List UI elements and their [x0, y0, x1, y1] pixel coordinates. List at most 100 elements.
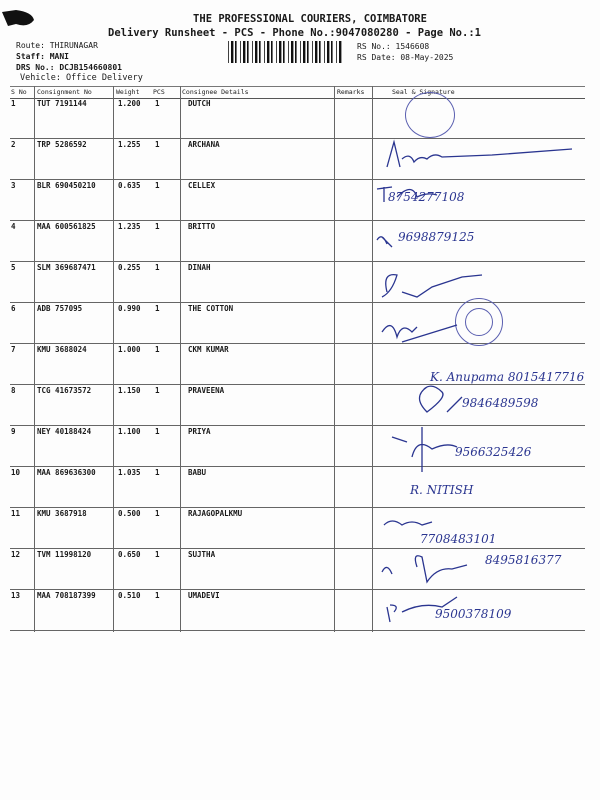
signature-row-5 — [381, 273, 483, 298]
col-consignee: Consignee Details — [182, 88, 249, 96]
column-divider — [372, 86, 373, 632]
column-divider — [334, 86, 335, 632]
weight-cell: 0.990 — [118, 304, 141, 313]
company-logo — [2, 10, 34, 26]
table-row: 7 KMU 3688024 1.000 1 CKM KUMAR — [10, 343, 585, 385]
barcode-bar — [243, 41, 246, 63]
barcode-bar — [312, 41, 313, 63]
barcode-bar — [267, 41, 270, 63]
consignment-cell: SLM 369687471 — [37, 263, 96, 272]
barcode-bar — [324, 41, 325, 63]
consignee-cell: BABU — [188, 468, 207, 477]
weight-cell: 0.635 — [118, 181, 141, 190]
document-title: THE PROFESSIONAL COURIERS, COIMBATORE — [193, 13, 427, 25]
barcode-bar — [235, 41, 237, 63]
barcode-bar — [231, 41, 234, 63]
handwritten-note: K. Anupama 8015417716 — [430, 370, 585, 384]
weight-cell: 0.510 — [118, 591, 141, 600]
staff: Staff: MANI — [16, 52, 69, 61]
col-weight: Weight — [116, 88, 140, 96]
barcode-bar — [336, 41, 337, 63]
barcode-bar — [327, 41, 330, 63]
signature-row-9 — [391, 427, 458, 472]
consignee-cell: DUTCH — [188, 99, 211, 108]
weight-cell: 1.235 — [118, 222, 141, 231]
handwritten-note: 9566325426 — [455, 445, 532, 459]
barcode-bar — [247, 41, 249, 63]
barcode-bar — [252, 41, 253, 63]
table-row: 9 NEY 40188424 1.100 1 PRIYA — [10, 425, 585, 467]
table-row: 1 TUT 7191144 1.200 1 DUTCH — [10, 97, 585, 139]
pcs-cell: 1 — [155, 99, 160, 108]
sno-cell: 8 — [11, 386, 16, 395]
signatures — [376, 139, 573, 623]
pcs-cell: 1 — [155, 222, 160, 231]
barcode-bar — [259, 41, 261, 63]
consignee-cell: THE COTTON — [188, 304, 234, 313]
pcs-cell: 1 — [155, 304, 160, 313]
consignee-cell: DINAH — [188, 263, 211, 272]
vehicle: Vehicle: Office Delivery — [20, 73, 143, 83]
barcode-bar — [264, 41, 265, 63]
barcode-bar — [300, 41, 301, 63]
sno-cell: 10 — [11, 468, 21, 477]
signature-row-4 — [376, 236, 393, 248]
signature-row-2 — [386, 139, 573, 168]
sno-cell: 11 — [11, 509, 21, 518]
consignee-cell: RAJAGOPALKMU — [188, 509, 243, 518]
pcs-cell: 1 — [155, 386, 160, 395]
column-divider — [113, 86, 114, 632]
consignee-cell: BRITTO — [188, 222, 216, 231]
sno-cell: 5 — [11, 263, 16, 272]
table-row: 5 SLM 369687471 0.255 1 DINAH — [10, 261, 585, 303]
handwritten-note: 9698879125 — [398, 230, 475, 244]
pcs-cell: 1 — [155, 427, 160, 436]
barcode-bar — [255, 41, 258, 63]
consignee-cell: CELLEX — [188, 181, 216, 190]
handwritten-note: 9846489598 — [462, 396, 539, 410]
consignment-cell: MAA 708187399 — [37, 591, 96, 600]
barcode-bar — [279, 41, 282, 63]
barcode-bar — [271, 41, 273, 63]
barcode-bar — [283, 41, 285, 63]
sno-cell: 4 — [11, 222, 16, 231]
barcode-bar — [276, 41, 277, 63]
barcode-bar — [339, 41, 342, 63]
barcode-bar — [331, 41, 333, 63]
consignee-cell: CKM KUMAR — [188, 345, 229, 354]
signature-row-13 — [386, 596, 458, 623]
weight-cell: 1.255 — [118, 140, 141, 149]
col-pcs: PCS — [153, 88, 165, 96]
consignment-cell: MAA 600561825 — [37, 222, 96, 231]
consignment-cell: TRP 5286592 — [37, 140, 87, 149]
table-row: 11 KMU 3687918 0.500 1 RAJAGOPALKMU — [10, 507, 585, 549]
seal-stamp — [405, 92, 455, 138]
sno-cell: 7 — [11, 345, 16, 354]
pcs-cell: 1 — [155, 345, 160, 354]
table-row: 3 BLR 690450210 0.635 1 CELLEX — [10, 179, 585, 221]
pcs-cell: 1 — [155, 591, 160, 600]
barcode-bar — [288, 41, 289, 63]
weight-cell: 1.150 — [118, 386, 141, 395]
rs-date: RS Date: 08-May-2025 — [357, 53, 454, 62]
col-consignment: Consignment No — [37, 88, 92, 96]
col-remarks: Remarks — [337, 88, 365, 96]
barcode-bar — [303, 41, 306, 63]
seal-stamp-inner — [465, 308, 493, 336]
signature-row-6 — [381, 324, 458, 343]
consignee-cell: SUJTHA — [188, 550, 216, 559]
barcode-bar — [295, 41, 297, 63]
table-row: 13 MAA 708187399 0.510 1 UMADEVI — [10, 589, 585, 631]
consignee-cell: PRIYA — [188, 427, 211, 436]
consignment-cell: TUT 7191144 — [37, 99, 87, 108]
weight-cell: 0.500 — [118, 509, 141, 518]
table-row: 4 MAA 600561825 1.235 1 BRITTO — [10, 220, 585, 262]
weight-cell: 1.000 — [118, 345, 141, 354]
consignee-cell: UMADEVI — [188, 591, 220, 600]
sno-cell: 9 — [11, 427, 16, 436]
col-sno: S No — [11, 88, 27, 96]
drs-number: DRS No.: DCJB154660801 — [16, 63, 122, 72]
seal-stamp — [455, 298, 503, 346]
barcode-bar — [291, 41, 294, 63]
table-row: 10 MAA 869636300 1.035 1 BABU — [10, 466, 585, 508]
